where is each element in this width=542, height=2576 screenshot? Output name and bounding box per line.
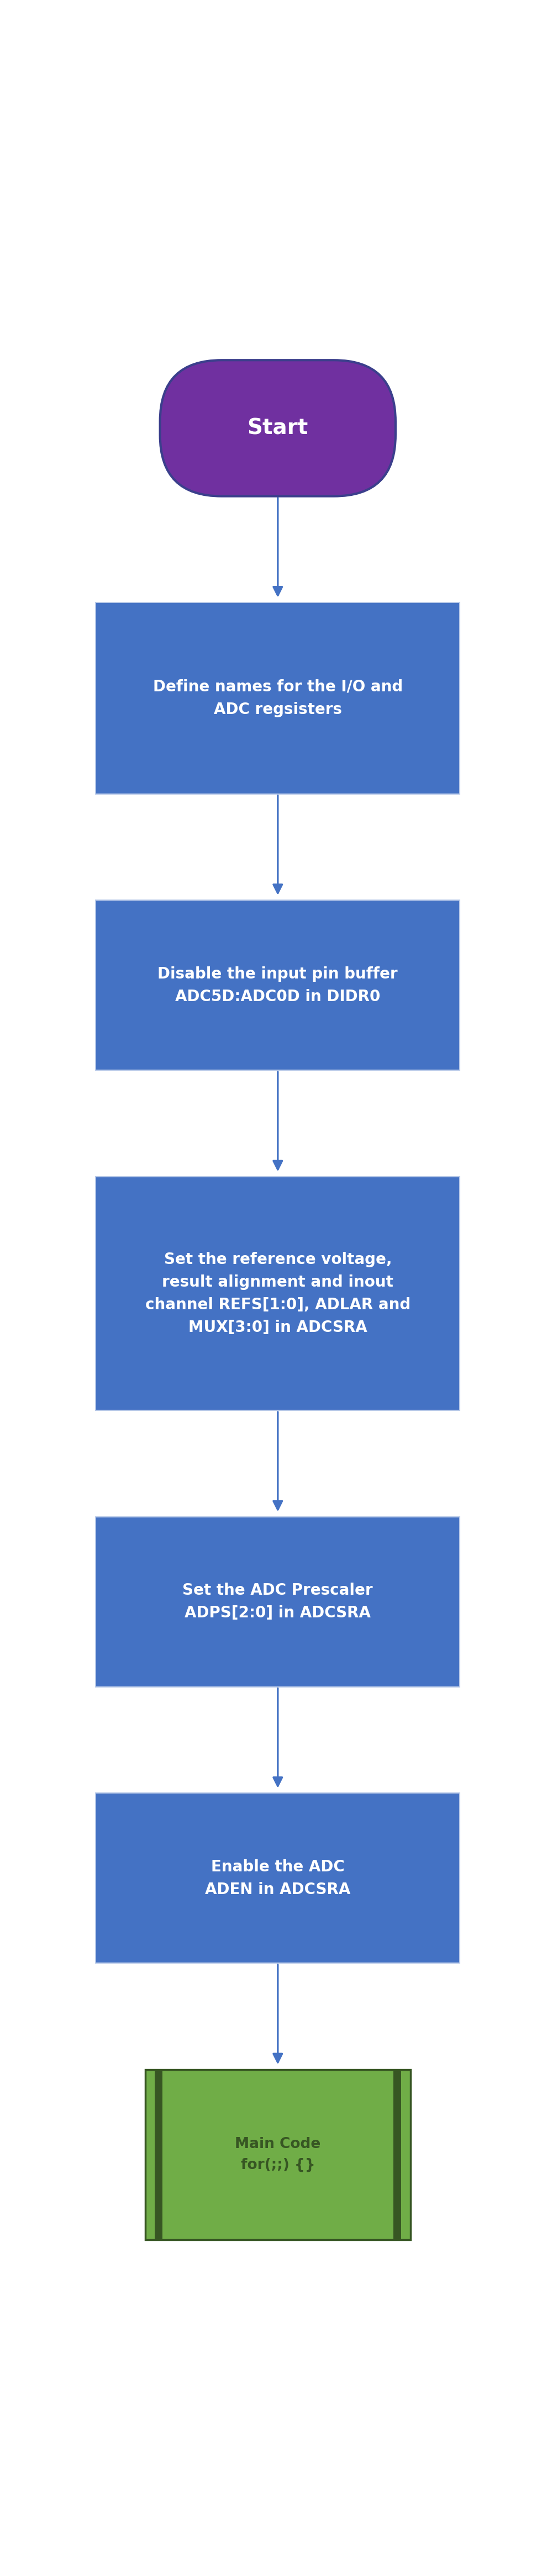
Text: Set the ADC Prescaler
ADPS[2:0] in ADCSRA: Set the ADC Prescaler ADPS[2:0] in ADCSR… [183, 1582, 373, 1620]
Text: Start: Start [247, 417, 308, 438]
Text: End: End [255, 2396, 300, 2416]
Bar [96, 1517, 460, 1687]
Text: Disable the input pin buffer
ADC5D:ADC0D in DIDR0: Disable the input pin buffer ADC5D:ADC0D… [158, 966, 398, 1005]
Bar [96, 1793, 460, 1963]
Text: Enable the ADC
ADEN in ADCSRA: Enable the ADC ADEN in ADCSRA [205, 1860, 351, 1896]
Bar [96, 1177, 460, 1412]
Bar [145, 2069, 410, 2239]
Bar [154, 2069, 162, 2239]
FancyBboxPatch shape [132, 2347, 423, 2465]
Bar [96, 603, 460, 793]
Text: Main Code
for(;;) {}: Main Code for(;;) {} [235, 2136, 321, 2172]
Text: Define names for the I/O and
ADC regsisters: Define names for the I/O and ADC regsist… [153, 680, 403, 716]
Bar [96, 899, 460, 1069]
Bar [393, 2069, 401, 2239]
Text: Set the reference voltage,
result alignment and inout
channel REFS[1:0], ADLAR a: Set the reference voltage, result alignm… [145, 1252, 410, 1334]
FancyBboxPatch shape [160, 361, 396, 497]
